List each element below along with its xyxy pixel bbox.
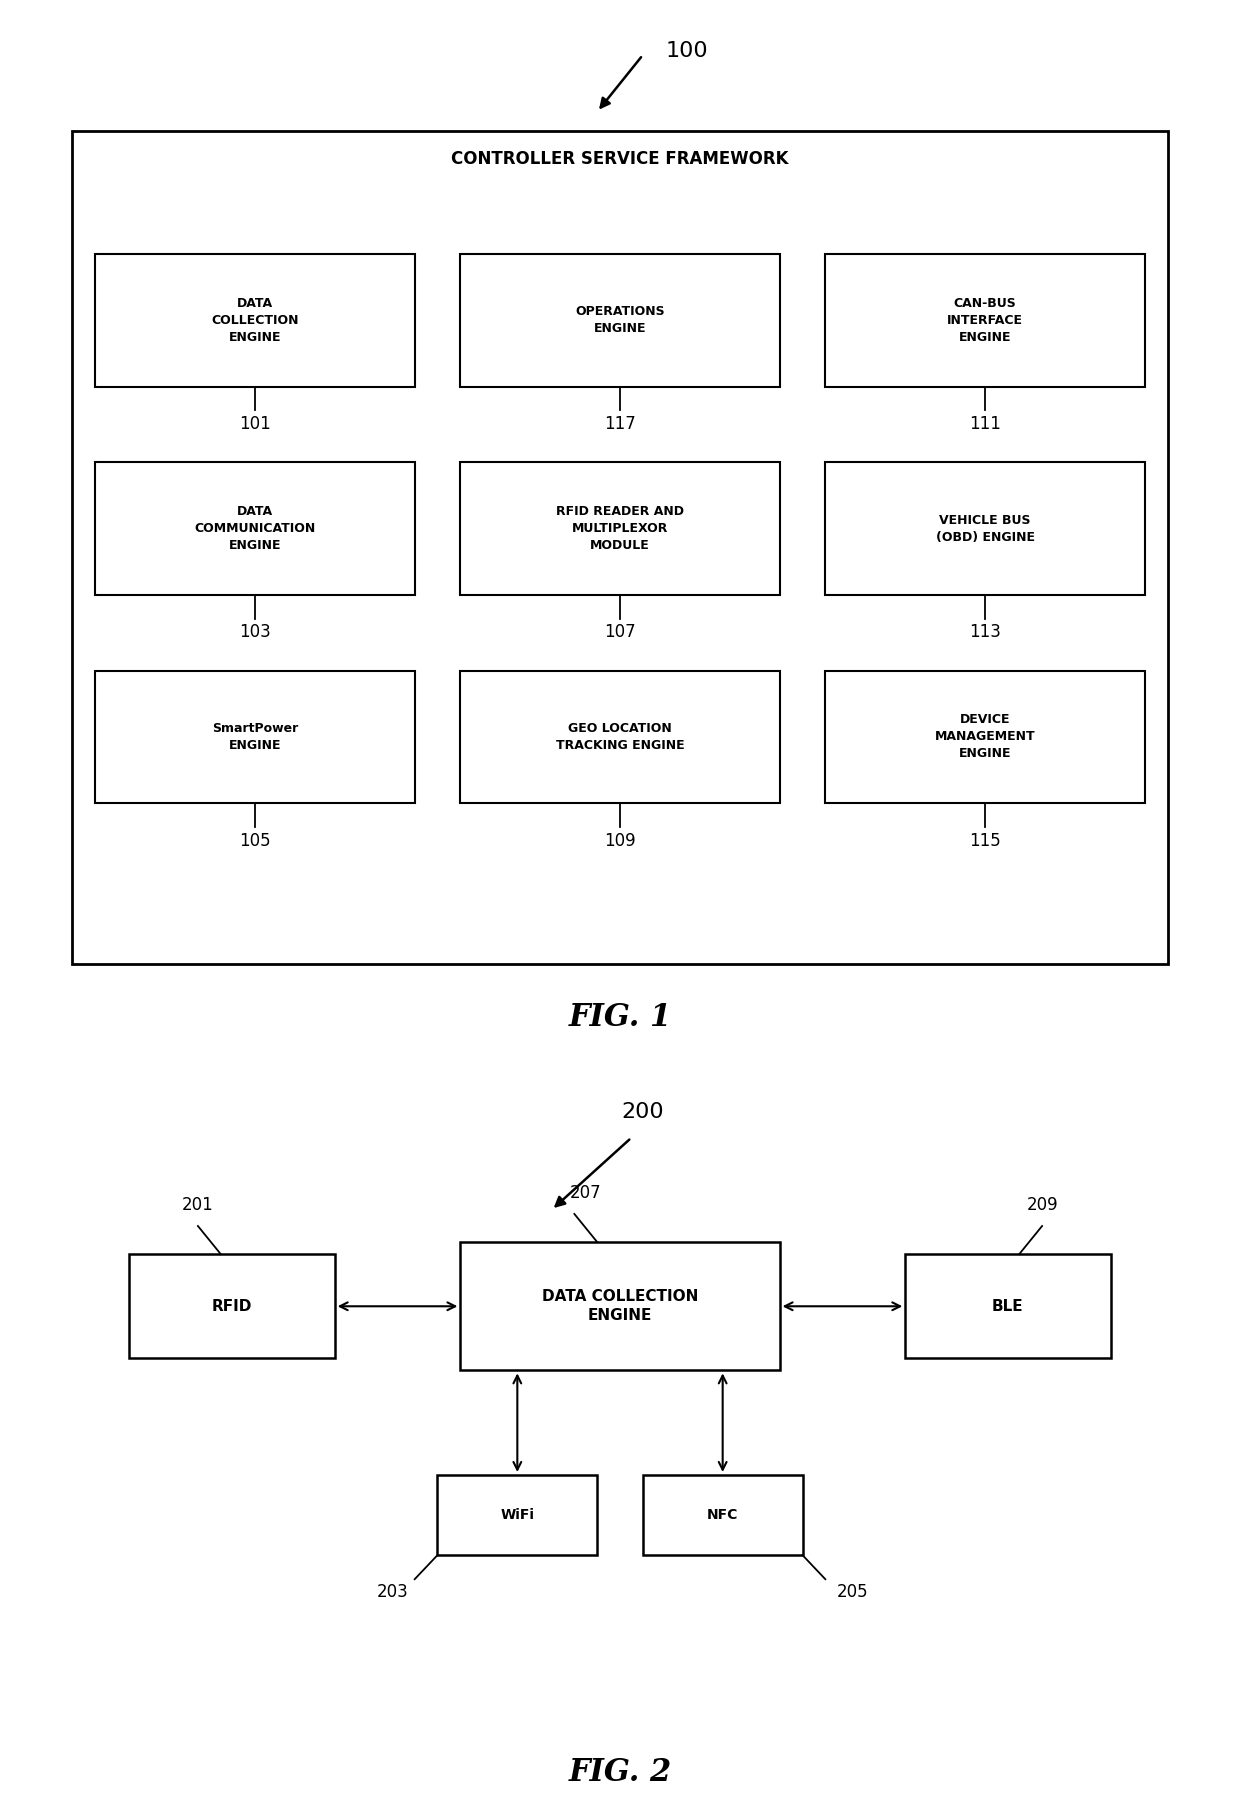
- Bar: [460, 254, 780, 386]
- Bar: [460, 462, 780, 595]
- Bar: [642, 1476, 802, 1555]
- Text: BLE: BLE: [992, 1299, 1024, 1313]
- Text: DEVICE
MANAGEMENT
ENGINE: DEVICE MANAGEMENT ENGINE: [935, 713, 1035, 761]
- Text: CAN-BUS
INTERFACE
ENGINE: CAN-BUS INTERFACE ENGINE: [947, 296, 1023, 345]
- Text: 103: 103: [239, 622, 270, 640]
- Bar: [826, 462, 1145, 595]
- Bar: [95, 671, 414, 803]
- Bar: [460, 671, 780, 803]
- Text: 100: 100: [666, 41, 708, 61]
- Bar: [129, 1254, 335, 1358]
- Bar: [905, 1254, 1111, 1358]
- Text: 209: 209: [1027, 1196, 1058, 1214]
- Text: 203: 203: [377, 1584, 409, 1602]
- Text: 205: 205: [837, 1584, 868, 1602]
- Text: 117: 117: [604, 415, 636, 433]
- Text: VEHICLE BUS
(OBD) ENGINE: VEHICLE BUS (OBD) ENGINE: [935, 514, 1034, 543]
- Text: WiFi: WiFi: [500, 1508, 534, 1523]
- Text: FIG. 1: FIG. 1: [568, 1003, 672, 1034]
- Bar: [460, 1243, 780, 1371]
- Text: 113: 113: [970, 622, 1001, 640]
- Bar: [95, 462, 414, 595]
- Text: 111: 111: [970, 415, 1001, 433]
- Bar: [438, 1476, 598, 1555]
- Text: 107: 107: [604, 622, 636, 640]
- Bar: [826, 254, 1145, 386]
- Text: DATA
COMMUNICATION
ENGINE: DATA COMMUNICATION ENGINE: [195, 505, 315, 552]
- Text: CONTROLLER SERVICE FRAMEWORK: CONTROLLER SERVICE FRAMEWORK: [451, 150, 789, 168]
- Text: RFID: RFID: [212, 1299, 252, 1313]
- Text: 207: 207: [570, 1183, 601, 1201]
- Text: 201: 201: [182, 1196, 213, 1214]
- Bar: [95, 254, 414, 386]
- Bar: [72, 132, 1168, 963]
- Text: SmartPower
ENGINE: SmartPower ENGINE: [212, 722, 298, 752]
- Text: 101: 101: [239, 415, 270, 433]
- Bar: [826, 671, 1145, 803]
- Text: OPERATIONS
ENGINE: OPERATIONS ENGINE: [575, 305, 665, 336]
- Text: 109: 109: [604, 832, 636, 850]
- Text: 115: 115: [970, 832, 1001, 850]
- Text: RFID READER AND
MULTIPLEXOR
MODULE: RFID READER AND MULTIPLEXOR MODULE: [556, 505, 684, 552]
- Text: NFC: NFC: [707, 1508, 738, 1523]
- Text: 200: 200: [621, 1102, 665, 1122]
- Text: DATA COLLECTION
ENGINE: DATA COLLECTION ENGINE: [542, 1290, 698, 1324]
- Text: DATA
COLLECTION
ENGINE: DATA COLLECTION ENGINE: [211, 296, 299, 345]
- Text: 105: 105: [239, 832, 270, 850]
- Text: GEO LOCATION
TRACKING ENGINE: GEO LOCATION TRACKING ENGINE: [556, 722, 684, 752]
- Text: FIG. 2: FIG. 2: [568, 1757, 672, 1788]
